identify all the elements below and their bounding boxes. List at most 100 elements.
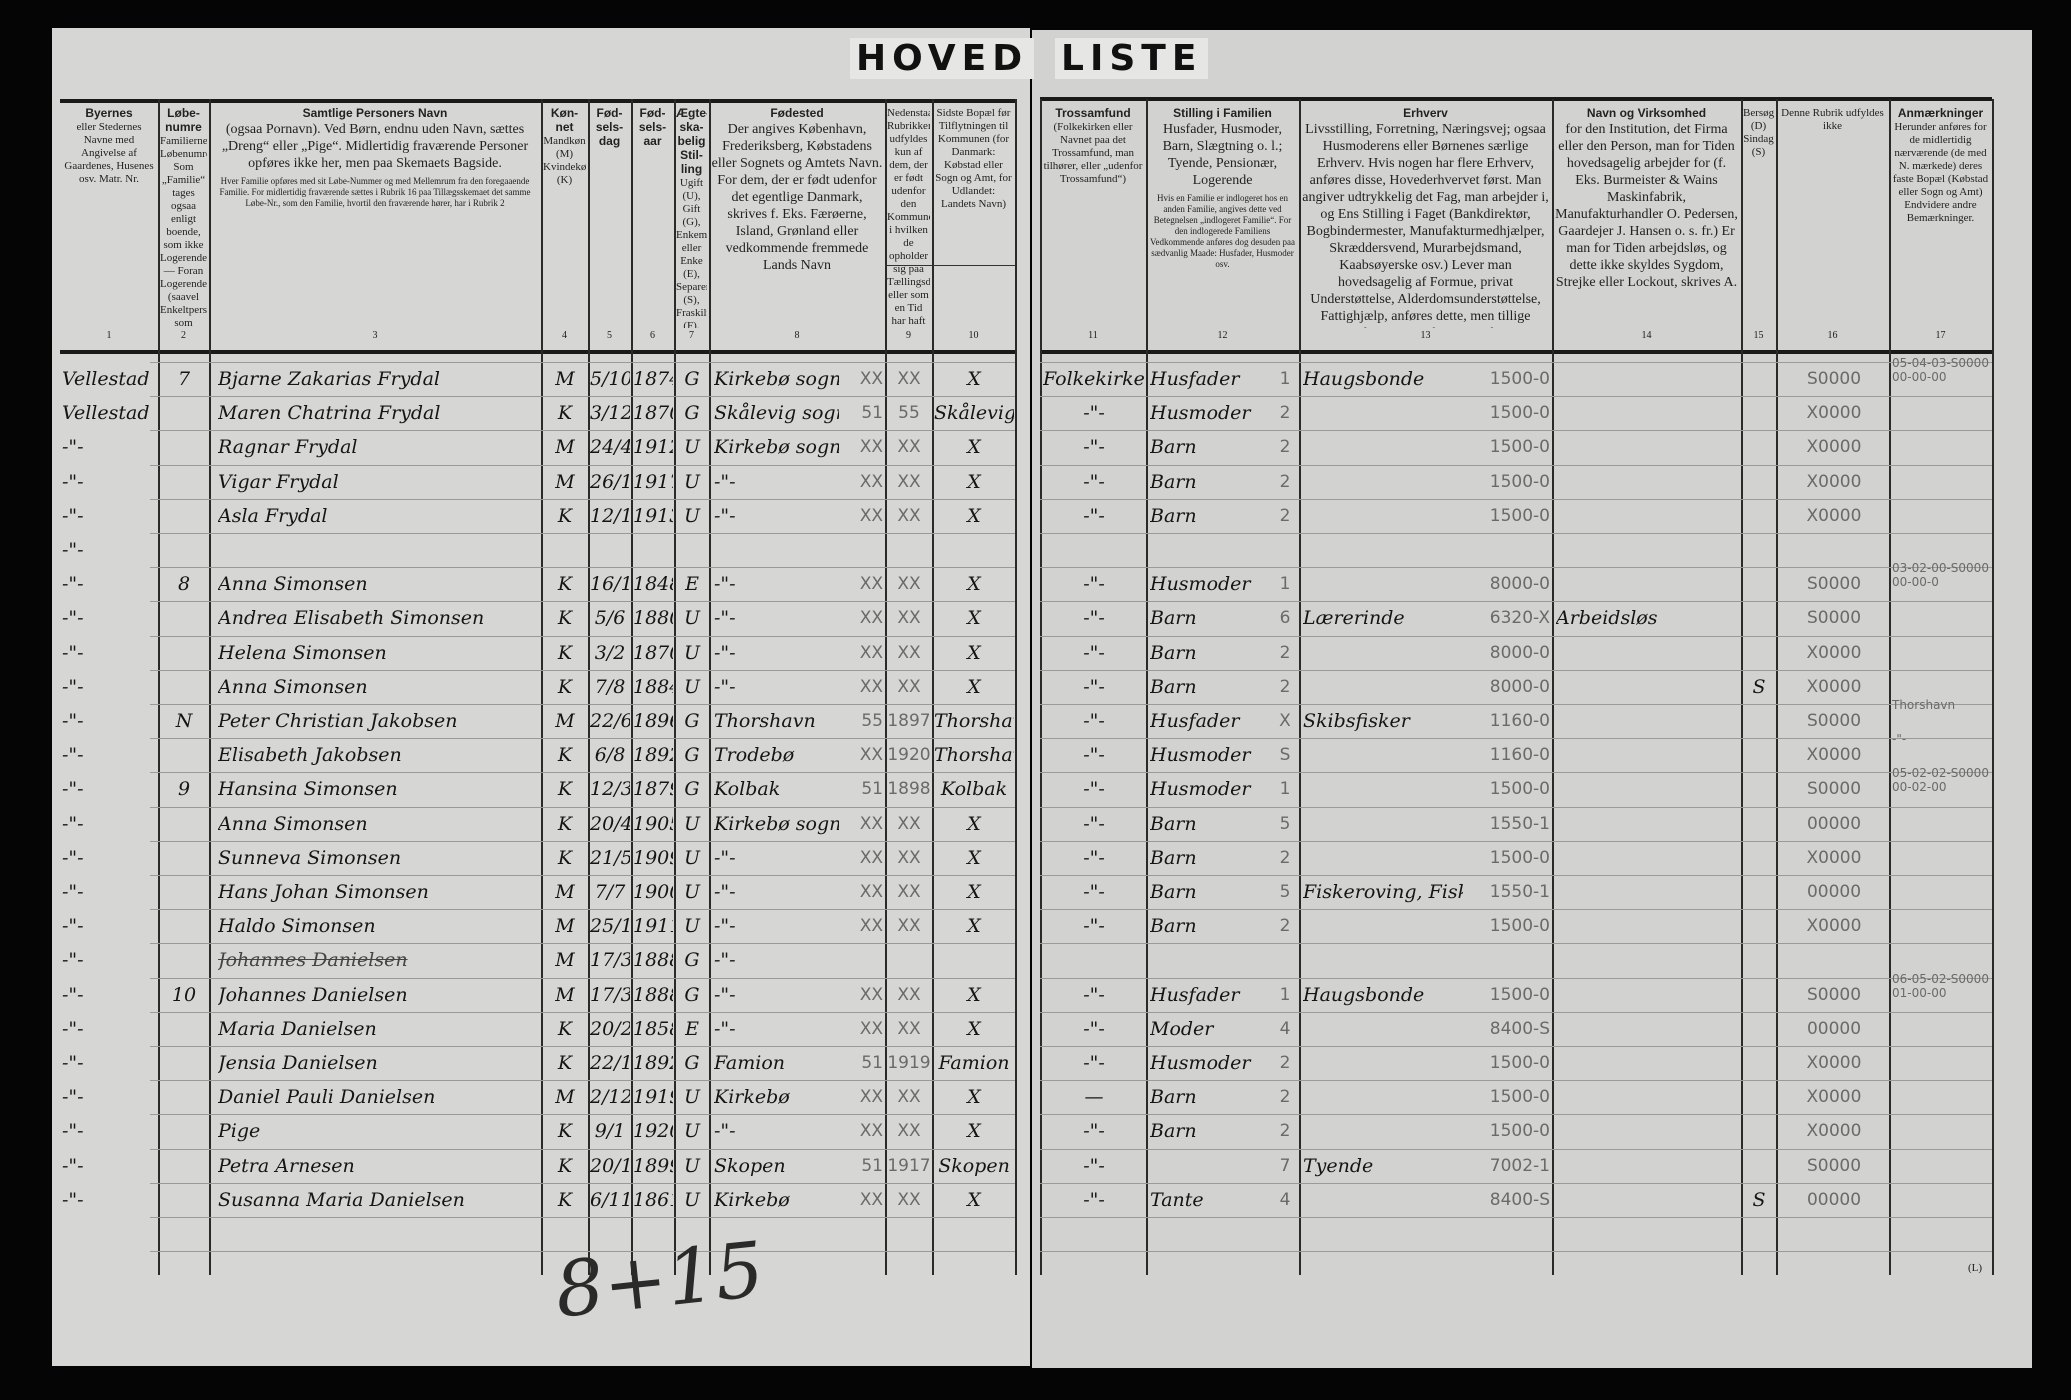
cell-col16: X0000: [1806, 745, 1862, 765]
cell-birth-day: 2/12: [590, 1086, 630, 1108]
cell-name: Ragnar Frydal: [218, 436, 358, 458]
cell-col16: X0000: [1806, 848, 1862, 868]
cell-occupation-code: 1500-0: [1489, 916, 1550, 936]
row-rule: [150, 1080, 1015, 1081]
cell-birth-year: 1879: [633, 778, 673, 800]
cell-birth-year: 1888: [633, 984, 673, 1006]
cell-col16: X0000: [1806, 506, 1862, 526]
row-rule: [1040, 1114, 1992, 1115]
cell-birth-year: 1874: [633, 368, 673, 390]
cell-birth-year: 1911: [633, 915, 673, 937]
column-header-title: Samtlige Personers Navn: [302, 107, 448, 120]
cell-col16: S0000: [1806, 369, 1862, 389]
cell-place: -"-: [62, 1155, 84, 1177]
cell-year-moved: XX: [897, 814, 921, 834]
cell-year-moved: 1897: [887, 711, 931, 731]
column-divider: [709, 99, 711, 1275]
cell-birthplace-mark: XX: [859, 882, 883, 902]
cell-birth-year: 1892: [633, 744, 673, 766]
cell-year-moved: XX: [897, 506, 921, 526]
cell-position-code: 4: [1279, 1190, 1291, 1210]
cell-place: -"-: [62, 915, 84, 937]
cell-religion: -"-: [1083, 1155, 1105, 1177]
cell-position-code: 2: [1279, 437, 1291, 457]
row-rule: [1040, 1012, 1992, 1013]
column-header-title: Stilling i Familien: [1173, 107, 1272, 120]
cell-marital-status: U: [683, 1120, 700, 1142]
column-divider: [588, 99, 590, 1275]
cell-occupation-code: 1500-0: [1489, 848, 1550, 868]
cell-position-code: 1: [1279, 369, 1291, 389]
cell-birthplace: Skålevig sogn: [714, 402, 839, 424]
cell-birth-day: 20/1: [590, 1155, 630, 1177]
cell-remarks: 05-04-03-S0000 00-00-00: [1892, 356, 1989, 384]
cell-position-code: 5: [1279, 814, 1291, 834]
cell-name: Hansina Simonsen: [218, 778, 398, 800]
cell-position-code: S: [1279, 745, 1291, 765]
cell-marital-status: U: [683, 607, 700, 629]
cell-position-code: 2: [1279, 1087, 1291, 1107]
cell-birthplace: -"-: [714, 642, 736, 664]
column-divider: [541, 99, 543, 1275]
row-rule: [1040, 1183, 1992, 1184]
cell-marital-status: U: [683, 676, 700, 698]
cell-name: Anna Simonsen: [218, 813, 368, 835]
cell-position-code: 2: [1279, 472, 1291, 492]
cell-birth-day: 3/12: [590, 402, 630, 424]
header-bottom-rule: [1040, 350, 1992, 354]
cell-last-residence: Skopen: [938, 1155, 1010, 1177]
cell-family-position: Barn: [1150, 642, 1197, 664]
row-rule: [1040, 909, 1992, 910]
cell-remarks: 06-05-02-S0000 01-00-00: [1892, 972, 1989, 1000]
cell-year-moved: XX: [897, 1121, 921, 1141]
cell-year-moved: XX: [897, 574, 921, 594]
cell-religion: -"-: [1083, 402, 1105, 424]
cell-col16: X0000: [1806, 1053, 1862, 1073]
cell-position-code: 2: [1279, 403, 1291, 423]
cell-birthplace: -"-: [714, 573, 736, 595]
cell-occupation-code: 1160-0: [1489, 711, 1550, 731]
column-header-text: (Folkekirken eller Navnet paa det Trossa…: [1043, 121, 1143, 185]
row-rule: [1040, 636, 1992, 637]
cell-place: -"-: [62, 1018, 84, 1040]
column-number: 2: [181, 330, 186, 341]
row-rule: [1040, 567, 1992, 568]
cell-place: -"-: [62, 710, 84, 732]
cell-col16: 00000: [1806, 814, 1862, 834]
cell-marital-status: U: [683, 1189, 700, 1211]
cell-marital-status: G: [684, 368, 700, 390]
cell-religion: -"-: [1083, 778, 1105, 800]
cell-place: -"-: [62, 676, 84, 698]
cell-family-position: Husmoder: [1150, 402, 1251, 424]
column-header-14: Navn og Virksomhed for den Institution, d…: [1554, 107, 1739, 328]
title-hoved: HOVED: [850, 38, 1035, 79]
cell-name: Vigar Frydal: [218, 471, 339, 493]
cell-religion: -"-: [1083, 471, 1105, 493]
cell-position-code: 6: [1279, 608, 1291, 628]
cell-place: -"-: [62, 778, 84, 800]
cell-last-residence: Kolbak: [940, 778, 1008, 800]
row-rule: [150, 943, 1015, 944]
cell-place: -"-: [62, 881, 84, 903]
row-rule: [150, 430, 1015, 431]
cell-place: -"-: [62, 471, 84, 493]
cell-position-code: 5: [1279, 882, 1291, 902]
cell-sex: K: [557, 1018, 573, 1040]
row-rule: [1040, 670, 1992, 671]
cell-sex: M: [555, 368, 575, 390]
cell-birthplace-mark: XX: [859, 574, 883, 594]
cell-name: Susanna Maria Danielsen: [218, 1189, 465, 1211]
cell-place: -"-: [62, 539, 84, 561]
cell-marital-status: G: [684, 984, 700, 1006]
cell-occupation-code: 1500-0: [1489, 369, 1550, 389]
cell-birthplace: Kirkebø sogn: [714, 813, 839, 835]
column-number: 17: [1935, 330, 1946, 341]
column-header-text: Ugift (U), Gift (G), Enkemand eller Enke…: [676, 177, 707, 328]
row-rule: [150, 1183, 1015, 1184]
cell-birthplace-mark: XX: [859, 369, 883, 389]
cell-sex: K: [557, 1052, 573, 1074]
cell-birthplace-mark: XX: [859, 1190, 883, 1210]
cell-marital-status: U: [683, 436, 700, 458]
cell-birth-day: 6/11: [590, 1189, 630, 1211]
cell-last-residence: Thorshavn: [934, 744, 1014, 766]
